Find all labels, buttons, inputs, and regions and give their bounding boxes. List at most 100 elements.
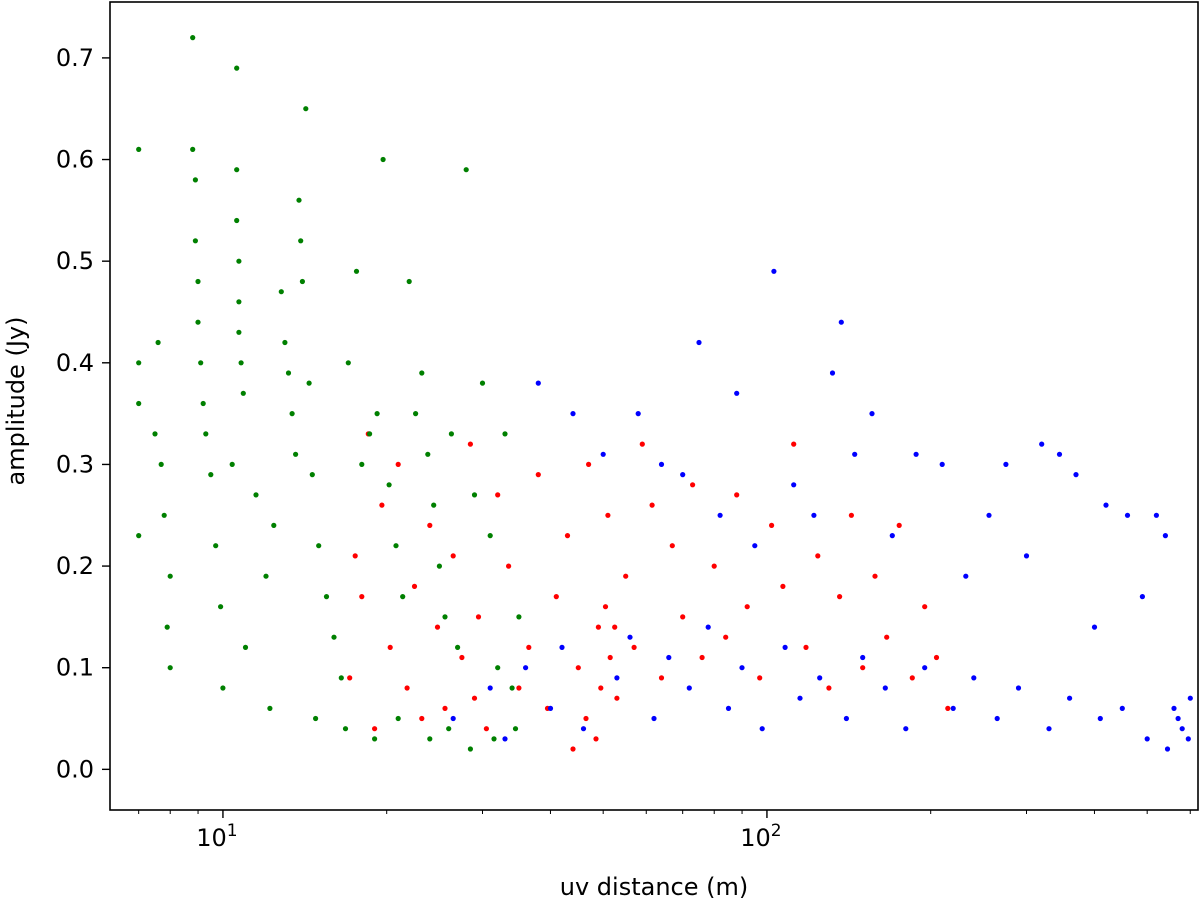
plot-frame: [109, 1, 1199, 811]
data-point: [752, 543, 758, 549]
data-point: [192, 177, 198, 183]
data-point: [1073, 472, 1079, 478]
data-point: [393, 543, 399, 549]
data-point: [331, 634, 337, 640]
data-point: [387, 644, 393, 651]
y-axis-label: amplitude (Jy): [2, 317, 30, 486]
y-tick-label: 0.4: [56, 349, 94, 377]
data-point: [1103, 502, 1109, 508]
data-point: [575, 665, 581, 671]
data-point: [1144, 736, 1150, 742]
data-point: [829, 370, 836, 376]
data-point: [1015, 685, 1022, 691]
data-point: [190, 35, 196, 41]
data-point: [945, 705, 951, 712]
data-point: [1003, 461, 1009, 467]
data-point: [467, 746, 473, 752]
data-point: [502, 431, 508, 437]
data-point: [1162, 533, 1168, 539]
data-point: [198, 360, 204, 366]
data-point: [649, 502, 655, 508]
data-point: [448, 431, 454, 437]
data-point: [395, 461, 401, 467]
data-point: [669, 543, 675, 549]
data-point: [1171, 705, 1177, 712]
data-point: [570, 411, 576, 417]
data-point: [593, 736, 599, 742]
data-point: [939, 461, 945, 467]
data-point: [236, 329, 242, 335]
data-point: [686, 685, 692, 691]
y-tick-label: 0.5: [56, 247, 94, 275]
data-point: [342, 726, 349, 732]
data-point: [487, 533, 493, 539]
data-point: [495, 665, 501, 671]
data-point: [395, 715, 401, 722]
series-1: [450, 268, 1193, 752]
data-point: [635, 411, 641, 417]
data-point: [359, 461, 365, 467]
data-point: [680, 614, 686, 620]
data-point: [425, 451, 431, 457]
data-point: [379, 502, 385, 508]
data-point: [512, 726, 519, 732]
data-point: [837, 594, 843, 600]
data-point: [155, 339, 161, 346]
data-point: [278, 289, 284, 295]
data-point: [1185, 736, 1191, 742]
data-point: [158, 461, 164, 467]
data-point: [516, 614, 522, 620]
data-point: [711, 563, 717, 569]
data-point: [359, 594, 365, 600]
series-0: [347, 431, 951, 752]
data-point: [271, 522, 277, 529]
data-point: [882, 685, 888, 691]
data-point: [1187, 695, 1193, 701]
data-point: [282, 339, 288, 346]
data-point: [296, 197, 302, 203]
data-point: [602, 604, 609, 610]
data-point: [1124, 512, 1131, 518]
data-point: [446, 726, 452, 732]
x-axis-ticks: 101 102: [138, 810, 1191, 852]
data-point: [316, 543, 322, 549]
data-point: [253, 492, 259, 498]
data-point: [797, 695, 803, 701]
data-point: [353, 268, 360, 274]
data-point: [386, 482, 392, 488]
data-point: [487, 685, 493, 691]
data-point: [167, 573, 173, 579]
data-point: [450, 715, 456, 722]
data-point: [164, 624, 170, 630]
data-point: [479, 380, 486, 386]
data-point: [236, 299, 242, 305]
data-point: [195, 278, 201, 285]
data-point: [744, 604, 750, 610]
data-point: [419, 715, 425, 722]
data-point: [427, 522, 433, 529]
data-point: [586, 461, 592, 467]
data-point: [136, 533, 142, 539]
data-point: [267, 705, 273, 712]
data-point: [400, 594, 406, 600]
data-point: [1056, 451, 1063, 457]
y-tick-label: 0.0: [56, 755, 94, 783]
data-point: [791, 441, 797, 447]
data-point: [299, 278, 305, 285]
data-point: [372, 726, 378, 732]
data-point: [933, 654, 940, 661]
data-point: [471, 492, 478, 498]
data-point: [411, 583, 418, 590]
data-point: [380, 156, 386, 163]
y-tick-label: 0.1: [56, 654, 94, 682]
data-point: [242, 644, 249, 651]
data-point: [136, 400, 142, 407]
series-2: [136, 35, 522, 752]
data-point: [963, 573, 969, 579]
data-point: [950, 705, 956, 712]
data-point: [1164, 746, 1171, 752]
data-point: [725, 705, 732, 712]
data-point: [323, 594, 330, 600]
data-point: [570, 746, 576, 752]
x-axis-label: uv distance (m): [560, 873, 748, 901]
